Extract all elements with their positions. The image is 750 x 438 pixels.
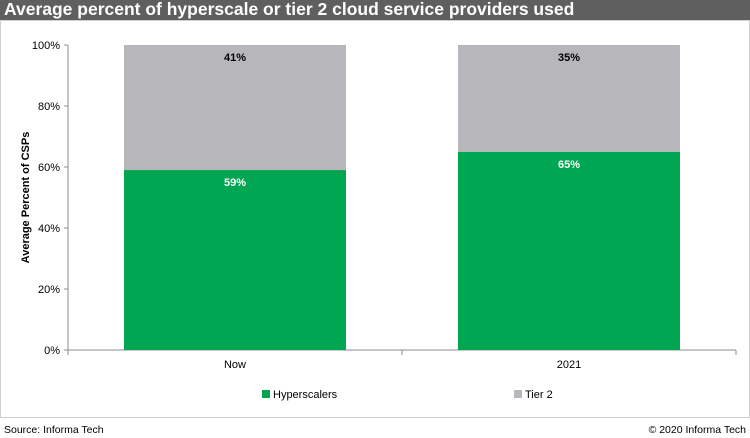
bar-hyperscalers (124, 170, 346, 350)
data-label: 41% (224, 52, 246, 64)
source-note: Source: Informa Tech (4, 424, 104, 436)
y-tick-label: 100% (32, 40, 60, 52)
copyright-note: © 2020 Informa Tech (648, 424, 746, 436)
bar-tier-2 (124, 45, 346, 171)
x-tick-label: 2021 (557, 359, 581, 371)
legend-label: Tier 2 (525, 389, 553, 401)
bar-hyperscalers (458, 151, 680, 350)
chart-title: Average percent of hyperscale or tier 2 … (4, 0, 575, 19)
y-tick-label: 0% (44, 345, 60, 357)
data-label: 35% (558, 52, 580, 64)
chart-data-labels: 59% 41% 65% 35% (224, 52, 580, 189)
data-label: 65% (558, 159, 580, 171)
data-label: 59% (224, 177, 246, 189)
x-tick-label: Now (224, 359, 246, 371)
y-tick-label: 20% (38, 284, 60, 296)
chart-bars (124, 45, 680, 350)
bar-tier-2 (458, 45, 680, 152)
legend-label: Hyperscalers (273, 389, 338, 401)
legend-swatch (514, 390, 522, 398)
y-axis-title: Average Percent of CSPs (20, 132, 32, 264)
y-tick-label: 80% (38, 101, 60, 113)
y-tick-label: 60% (38, 162, 60, 174)
legend-swatch (262, 390, 270, 398)
title-bar: Average percent of hyperscale or tier 2 … (0, 0, 750, 20)
chart-legend: Hyperscalers Tier 2 (262, 389, 553, 401)
chart-axes: 0% 20% 40% 60% 80% 100% Average Percent of CSP… (20, 40, 737, 371)
y-tick-label: 40% (38, 223, 60, 235)
